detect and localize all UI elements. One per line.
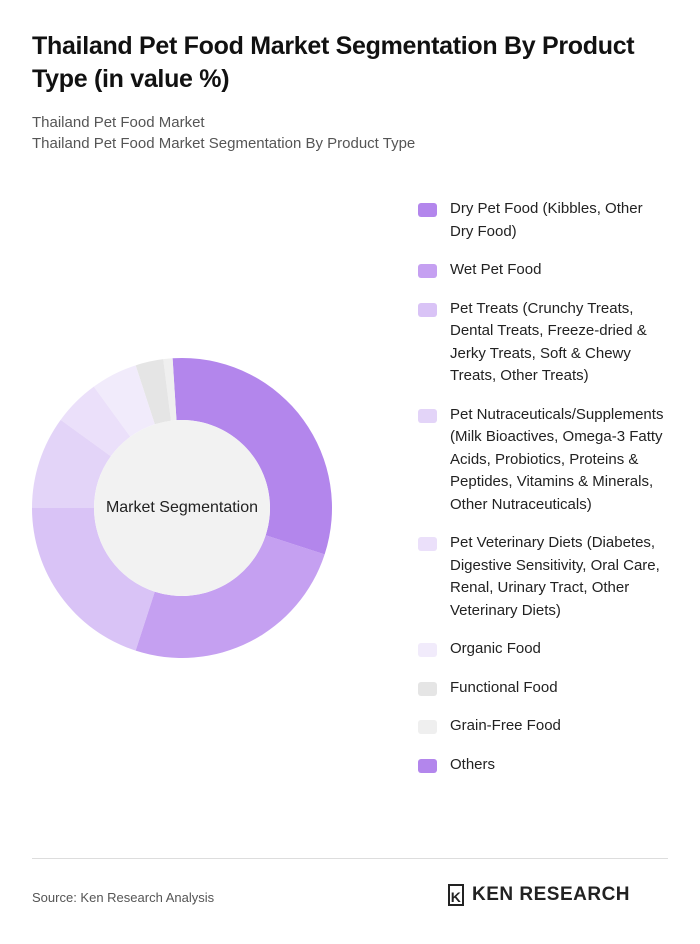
- legend-swatch: [418, 681, 437, 696]
- legend-swatch: [418, 408, 437, 423]
- legend-label: Pet Veterinary Diets (Diabetes, Digestiv…: [450, 534, 660, 619]
- legend-label: Pet Treats (Crunchy Treats, Dental Treat…: [450, 299, 647, 385]
- brand-logo: K KEN RESEARCH: [448, 884, 630, 906]
- legend-swatch: [418, 264, 437, 278]
- legend-item: Functional Food: [418, 677, 668, 700]
- legend-item: Pet Treats (Crunchy Treats, Dental Treat…: [418, 298, 668, 388]
- legend-item: Dry Pet Food (Kibbles, Other Dry Food): [418, 198, 668, 243]
- legend-item: Grain-Free Food: [418, 715, 668, 738]
- logo-icon: K: [448, 884, 464, 906]
- subtitle: Thailand Pet Food Market Segmentation By…: [32, 135, 416, 152]
- legend-label: Dry Pet Food (Kibbles, Other Dry Food): [450, 200, 643, 240]
- legend-label: Organic Food: [450, 640, 541, 657]
- legend-item: Pet Nutraceuticals/Supplements (Milk Bio…: [418, 404, 668, 517]
- legend-swatch: [418, 302, 437, 317]
- legend: Dry Pet Food (Kibbles, Other Dry Food) We…: [418, 198, 668, 792]
- legend-swatch: [418, 203, 437, 217]
- donut-slice: [163, 358, 177, 421]
- legend-swatch: [418, 758, 437, 773]
- legend-swatch: [418, 537, 437, 551]
- subtitle: Thailand Pet Food Market: [32, 114, 205, 131]
- donut-slice: [32, 508, 155, 651]
- legend-item: Organic Food: [418, 638, 668, 661]
- legend-label: Others: [450, 755, 496, 773]
- legend-item: Wet Pet Food: [418, 259, 668, 282]
- donut-slice: [93, 365, 155, 437]
- donut-slice: [60, 386, 131, 457]
- legend-item: Others: [418, 754, 668, 777]
- legend-label: Wet Pet Food: [450, 261, 542, 278]
- donut-slice: [135, 359, 171, 425]
- source: Source: Ken Research Analysis: [32, 890, 215, 905]
- legend-item: Pet Veterinary Diets (Diabetes, Digestiv…: [418, 532, 668, 622]
- brand-name: KEN RESEARCH: [472, 884, 631, 905]
- legend-swatch: [418, 720, 437, 734]
- donut-slice: [135, 535, 325, 658]
- donut-slice: [182, 358, 332, 555]
- donut-slice: [32, 419, 111, 508]
- legend-swatch: [418, 643, 437, 657]
- legend-label: Pet Nutraceuticals/Supplements (Milk Bio…: [450, 405, 664, 513]
- divider: [32, 858, 668, 859]
- legend-label: Grain-Free Food: [450, 717, 561, 734]
- chart: Market Segmentation: [32, 358, 332, 658]
- donut-hole: [94, 420, 270, 596]
- legend-label: Functional Food: [450, 678, 558, 696]
- chart-title: Thailand Pet Food Market Segmentation By…: [32, 32, 635, 93]
- donut-slice: [172, 358, 182, 421]
- center-label: Market Segmentation: [106, 499, 258, 516]
